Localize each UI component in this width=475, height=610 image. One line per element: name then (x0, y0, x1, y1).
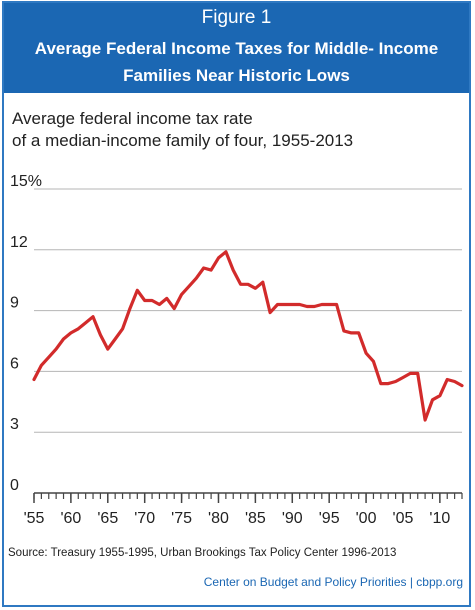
y-tick-label: 9 (10, 295, 19, 312)
x-tick-label: '70 (134, 510, 155, 527)
chart-subtitle-line-1: Average federal income tax rate (12, 109, 253, 128)
x-tick-label: '75 (171, 510, 192, 527)
x-tick-label: '05 (393, 510, 414, 527)
figure-title-line-2: Families Near Historic Lows (123, 66, 350, 85)
chart-subtitle-line-2: of a median-income family of four, 1955-… (12, 131, 354, 150)
credit-line: Center on Budget and Policy Priorities |… (203, 575, 463, 589)
x-tick-label: '00 (356, 510, 377, 527)
y-tick-label: 12 (10, 234, 28, 251)
y-tick-label: 3 (10, 416, 19, 433)
x-tick-label: '80 (208, 510, 229, 527)
x-tick-label: '95 (319, 510, 340, 527)
figure-title: Average Federal Income Taxes for Middle-… (10, 35, 463, 89)
x-tick-label: '10 (429, 510, 450, 527)
y-tick-label: 6 (10, 355, 19, 372)
x-tick-label: '65 (97, 510, 118, 527)
source-note: Source: Treasury 1955-1995, Urban Brooki… (8, 547, 397, 559)
y-tick-label: 0 (10, 477, 19, 494)
series-line (32, 250, 464, 422)
y-tick-label: 15% (10, 173, 42, 190)
figure-label: Figure 1 (201, 7, 272, 28)
x-tick-label: '55 (24, 510, 45, 527)
chart-subtitle: Average federal income tax rate of a med… (12, 108, 452, 152)
figure-header: Figure 1 Average Federal Income Taxes fo… (4, 3, 469, 93)
figure-title-line-1: Average Federal Income Taxes for Middle-… (34, 39, 439, 58)
x-tick-label: '85 (245, 510, 266, 527)
x-tick-label: '60 (60, 510, 81, 527)
x-tick-label: '90 (282, 510, 303, 527)
